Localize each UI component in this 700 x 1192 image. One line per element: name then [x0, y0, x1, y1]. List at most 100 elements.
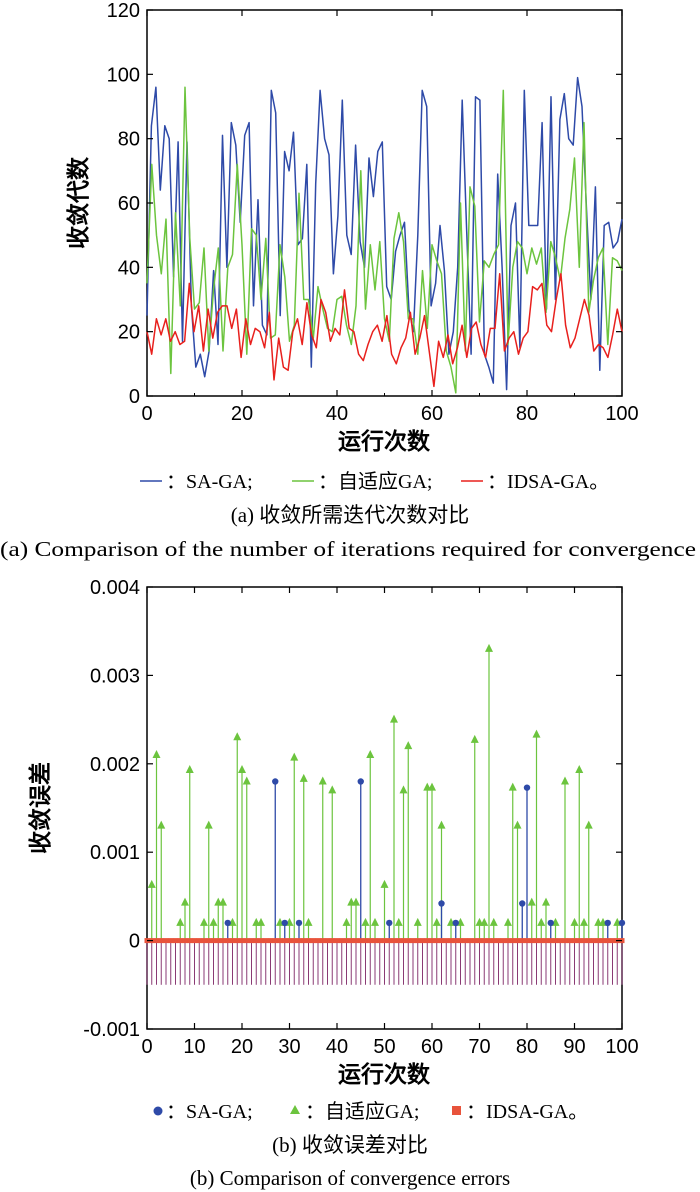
- chart-b-idsa-ga-marker: [401, 938, 406, 944]
- chart-b-adaptive-ga-marker: [508, 782, 517, 791]
- chart-b-idsa-ga-marker: [244, 938, 250, 944]
- chart-b-idsa-ga-marker: [500, 938, 506, 944]
- chart-b-ytick-label: 0.003: [90, 665, 140, 687]
- chart-a-series-line-SA-GA: [146, 76, 623, 391]
- chart-b-adaptive-ga-marker: [413, 917, 422, 926]
- chart-b-idsa-ga-marker: [268, 938, 273, 944]
- chart-b-idsa-ga-marker: [453, 938, 459, 944]
- chart-b-idsa-ga-marker: [534, 938, 539, 944]
- chart-b-sa-ga-marker: [281, 919, 288, 927]
- chart-b-adaptive-ga-marker: [480, 917, 489, 926]
- chart-b-xtick-label: 20: [231, 1036, 253, 1058]
- chart-b-idsa-ga-marker: [553, 938, 558, 944]
- chart-b-idsa-ga-marker: [424, 938, 430, 944]
- chart-b-idsa-ga-marker: [353, 938, 359, 944]
- chart-b-sa-ga-marker: [438, 900, 445, 907]
- chart-b-idsa-ga-marker: [277, 938, 283, 944]
- chart-b-idsa-ga-marker: [301, 938, 307, 944]
- chart-b-adaptive-ga-marker: [527, 897, 536, 906]
- chart-b-adaptive-ga-marker: [299, 773, 308, 782]
- chart-b-series-layer: [144, 643, 626, 985]
- chart-b-idsa-ga-marker: [386, 938, 392, 944]
- chart-b-idsa-ga-marker: [173, 938, 178, 944]
- chart-b-xtick-label: 40: [326, 1036, 348, 1058]
- chart-b-adaptive-ga-marker: [513, 820, 522, 829]
- chart-b-idsa-ga-marker: [182, 938, 188, 944]
- chart-b-xtick-label: 90: [563, 1036, 585, 1058]
- chart-a-xtick-label: 20: [231, 403, 253, 425]
- chart-b-idsa-ga-marker: [225, 938, 231, 944]
- chart-b-idsa-ga-marker: [586, 938, 592, 944]
- chart-b-ytick-label: -0.001: [83, 1019, 140, 1041]
- chart-b-idsa-ga-marker: [443, 938, 449, 944]
- chart-b-sa-ga-marker: [604, 919, 611, 927]
- chart-b-adaptive-ga-marker: [352, 897, 360, 906]
- chart-b-idsa-ga-marker: [320, 938, 326, 944]
- chart-b-adaptive-ga-marker: [361, 917, 370, 926]
- chart-b-adaptive-ga-marker: [185, 764, 194, 773]
- chart-b-adaptive-ga-marker: [485, 643, 493, 652]
- chart-b-idsa-ga-marker: [253, 938, 259, 944]
- chart-b-adaptive-ga-marker: [537, 917, 546, 926]
- chart-b-idsa-ga-marker: [605, 938, 611, 944]
- chart-b-idsa-ga-marker: [415, 938, 421, 944]
- chart-b-sa-ga-marker: [519, 900, 526, 907]
- chart-b-sa-ga-marker: [618, 919, 626, 927]
- chart-b-idsa-ga-marker: [477, 938, 482, 944]
- chart-a-xlabel: 运行次数: [338, 428, 431, 455]
- chart-b-idsa-ga-marker: [367, 938, 373, 944]
- chart-b-idsa-ga-marker: [472, 938, 478, 944]
- chart-b-xtick-label: 0: [141, 1036, 152, 1058]
- chart-b-idsa-ga-marker: [363, 938, 368, 944]
- chart-b-xlabel: 运行次数: [338, 1061, 431, 1088]
- chart-b-idsa-ga-marker: [239, 938, 245, 944]
- chart-b-adaptive-ga-marker: [580, 917, 588, 926]
- chart-b-idsa-ga-marker: [211, 938, 216, 944]
- chart-b-idsa-ga-marker: [567, 938, 573, 944]
- chart-b-xtick-label: 60: [421, 1036, 443, 1058]
- legend-b-adaptive-ga-label: ：自适应GA;: [305, 1100, 419, 1123]
- chart-b-idsa-ga-marker: [491, 938, 497, 944]
- chart-b-idsa-ga-marker: [429, 938, 435, 944]
- chart-b-xtick-label: 100: [605, 1036, 638, 1058]
- chart-b-idsa-ga-marker: [334, 938, 340, 944]
- chart-a-ylabel: 收敛代数: [65, 156, 92, 249]
- chart-b-idsa-ga-marker: [377, 938, 383, 944]
- chart-b-idsa-ga-marker: [510, 938, 516, 944]
- chart-b-idsa-ga-marker: [562, 938, 568, 944]
- chart-b-idsa-ga-marker: [538, 938, 544, 944]
- chart-b-adaptive-ga-marker: [570, 917, 579, 926]
- chart-b-idsa-ga-marker: [168, 938, 174, 944]
- chart-b-idsa-ga-marker: [396, 938, 402, 944]
- chart-b-sa-ga-marker: [295, 919, 303, 927]
- chart-b-adaptive-ga-marker: [147, 879, 156, 888]
- chart-a-ytick-label: 100: [107, 64, 140, 86]
- chart-a-ytick-label: 0: [129, 386, 140, 408]
- chart-b-idsa-ga-marker: [196, 938, 202, 944]
- chart-b-idsa-ga-marker: [291, 938, 297, 944]
- chart-b-idsa-ga-marker: [282, 938, 288, 944]
- chart-b-idsa-ga-marker: [410, 938, 416, 944]
- chart-a: 0 20 40 60 80 100 0 20 40 60 80 100 120 收敛代数 运行次数 ：S…: [0, 0, 696, 561]
- chart-b-sa-ga-marker: [523, 784, 531, 791]
- chart-b-adaptive-ga-marker: [318, 776, 327, 785]
- chart-b-xtick-label: 70: [468, 1036, 490, 1058]
- chart-b-idsa-ga-marker: [600, 938, 606, 944]
- chart-b-legend: ：SA-GA; ：自适应GA; ：IDSA-GA。: [153, 1100, 588, 1123]
- legend-a-adaptive-ga-label: ：自适应GA;: [318, 470, 432, 493]
- chart-b: 0 10 20 30 40 50 60 70 80 90 100-0.00100.0010.0020…: [27, 577, 639, 1190]
- chart-a-xtick-label: 60: [421, 403, 443, 425]
- chart-a-ytick-label: 120: [107, 0, 140, 22]
- chart-b-idsa-ga-marker: [348, 938, 354, 944]
- chart-b-adaptive-ga-marker: [390, 714, 398, 723]
- chart-b-adaptive-ga-marker: [181, 897, 189, 906]
- chart-a-ytick-label: 60: [118, 193, 140, 215]
- chart-b-idsa-ga-marker: [595, 938, 601, 944]
- chart-a-xtick-label: 100: [605, 403, 638, 425]
- chart-a-ytick-label: 80: [118, 129, 140, 151]
- chart-b-idsa-ga-marker: [439, 938, 444, 944]
- chart-b-idsa-ga-marker: [434, 938, 440, 944]
- chart-a-xtick-label: 0: [141, 403, 152, 425]
- chart-b-ytick-label: 0.004: [90, 577, 140, 599]
- chart-b-idsa-ga-marker: [372, 938, 378, 944]
